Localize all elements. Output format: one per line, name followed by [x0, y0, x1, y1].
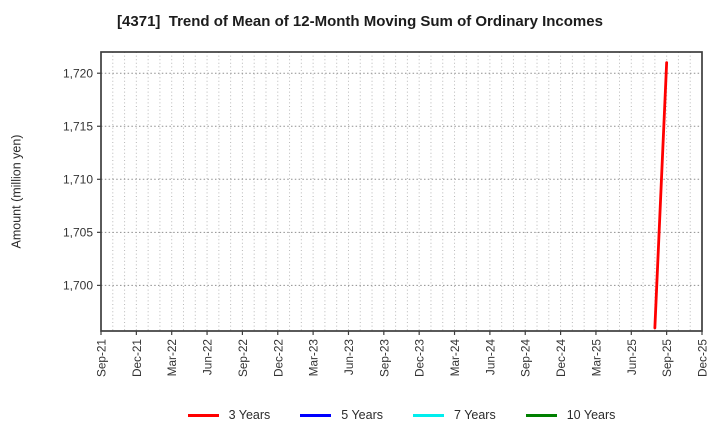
x-tick-label: Sep-25 — [660, 339, 674, 377]
chart-title: [4371] Trend of Mean of 12-Month Moving … — [117, 13, 603, 30]
legend-line-swatch — [525, 413, 557, 417]
legend-label: 10 Years — [566, 408, 616, 422]
chart-legend: 3 Years 5 Years 7 Years 10 Years — [101, 403, 702, 427]
x-tick-label: Dec-25 — [696, 339, 710, 377]
x-tick-label: Mar-25 — [589, 339, 603, 377]
legend-line-swatch — [187, 413, 219, 417]
x-tick-label: Jun-25 — [625, 339, 639, 376]
x-tick-label: Sep-22 — [236, 339, 250, 377]
x-tick-label: Sep-21 — [95, 339, 109, 377]
y-tick-label: 1,710 — [63, 173, 93, 187]
legend-item-10-years: 10 Years — [525, 408, 616, 422]
x-tick-label: Sep-24 — [519, 339, 533, 377]
x-tick-label: Jun-22 — [201, 339, 215, 375]
legend-label: 7 Years — [454, 408, 496, 422]
y-tick-label: 1,720 — [63, 66, 93, 80]
legend-item-3-years: 3 Years — [187, 408, 271, 422]
legend-line-swatch — [300, 413, 332, 417]
x-tick-label: Sep-23 — [377, 339, 391, 377]
legend-item-5-years: 5 Years — [300, 408, 383, 422]
x-tick-label: Mar-23 — [307, 339, 321, 377]
y-tick-label: 1,705 — [63, 226, 93, 240]
legend-item-7-years: 7 Years — [413, 408, 496, 422]
x-tick-label: Dec-24 — [554, 339, 568, 377]
y-tick-label: 1,700 — [63, 279, 93, 293]
x-tick-label: Mar-22 — [165, 339, 179, 376]
y-tick-label: 1,715 — [63, 119, 93, 133]
legend-label: 3 Years — [228, 408, 271, 422]
legend-label: 5 Years — [341, 408, 384, 422]
series-line-3-years — [653, 61, 669, 330]
x-tick-label: Jun-23 — [342, 339, 356, 376]
x-tick-label: Jun-24 — [483, 339, 497, 376]
x-tick-label: Mar-24 — [448, 339, 462, 377]
x-tick-label: Dec-23 — [413, 339, 427, 377]
x-tick-label: Dec-22 — [271, 339, 285, 377]
x-tick-label: Dec-21 — [130, 339, 144, 377]
legend-line-swatch — [413, 413, 445, 417]
plot-frame — [100, 51, 703, 332]
